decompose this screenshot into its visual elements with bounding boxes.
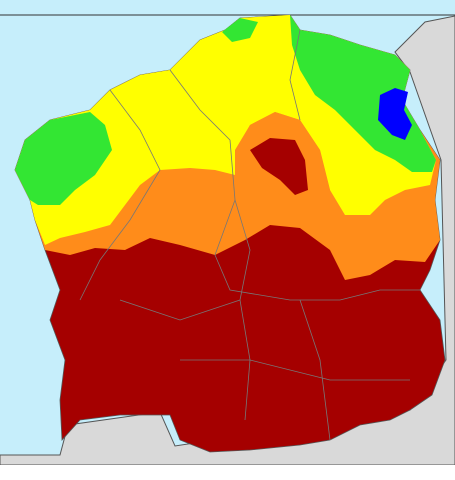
zone-blue	[378, 88, 412, 140]
zone-green-west	[15, 112, 112, 205]
border	[169, 69, 420, 301]
zone-dark-red-inner	[250, 138, 308, 195]
borders	[79, 29, 420, 441]
border	[119, 299, 410, 441]
zone-green-north	[222, 18, 258, 42]
border	[79, 89, 161, 301]
footer-strip	[0, 465, 455, 480]
border	[289, 29, 301, 121]
